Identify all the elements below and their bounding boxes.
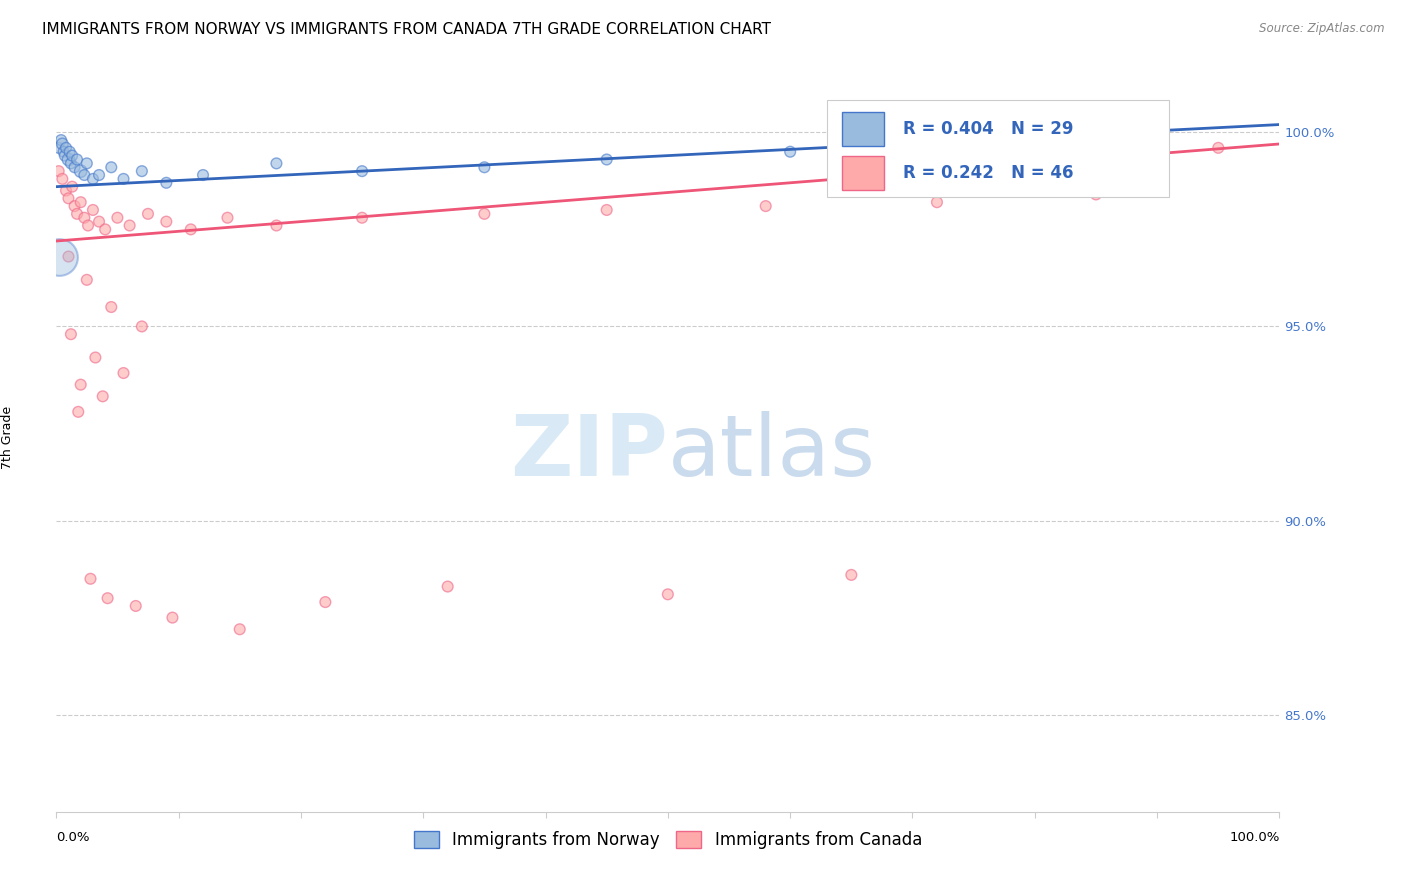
- Point: [91, 389, 114, 403]
- Point: [51, 136, 73, 151]
- Point: [84, 351, 107, 365]
- Point: [472, 161, 496, 175]
- Point: [162, 610, 184, 624]
- Point: [63, 199, 86, 213]
- Point: [59, 327, 82, 342]
- Point: [596, 153, 619, 167]
- Point: [58, 250, 80, 264]
- Point: [100, 161, 122, 175]
- Point: [925, 195, 948, 210]
- Point: [136, 207, 159, 221]
- Point: [1085, 187, 1108, 202]
- Point: [55, 141, 77, 155]
- Point: [155, 214, 177, 228]
- Point: [73, 211, 96, 225]
- Point: [352, 164, 374, 178]
- Point: [1206, 141, 1229, 155]
- Point: [82, 172, 104, 186]
- Point: [180, 222, 202, 236]
- Point: [125, 599, 148, 613]
- Point: [1146, 133, 1168, 147]
- Point: [59, 156, 82, 170]
- Point: [69, 164, 91, 178]
- Text: R = 0.242   N = 46: R = 0.242 N = 46: [903, 164, 1073, 182]
- Point: [155, 176, 177, 190]
- Point: [596, 202, 619, 217]
- Point: [228, 622, 252, 636]
- Text: IMMIGRANTS FROM NORWAY VS IMMIGRANTS FROM CANADA 7TH GRADE CORRELATION CHART: IMMIGRANTS FROM NORWAY VS IMMIGRANTS FRO…: [42, 22, 770, 37]
- Text: Source: ZipAtlas.com: Source: ZipAtlas.com: [1260, 22, 1385, 36]
- FancyBboxPatch shape: [842, 112, 884, 146]
- Point: [191, 168, 214, 182]
- Point: [76, 156, 98, 170]
- Point: [76, 273, 98, 287]
- Point: [755, 199, 778, 213]
- Point: [48, 141, 70, 155]
- Point: [49, 133, 72, 147]
- Point: [217, 211, 239, 225]
- Point: [266, 156, 288, 170]
- Point: [131, 164, 153, 178]
- Text: 100.0%: 100.0%: [1229, 831, 1279, 844]
- Text: 7th Grade: 7th Grade: [1, 406, 14, 468]
- Legend: Immigrants from Norway, Immigrants from Canada: Immigrants from Norway, Immigrants from …: [406, 824, 929, 855]
- Point: [79, 572, 101, 586]
- Point: [73, 168, 96, 182]
- Point: [82, 202, 104, 217]
- Point: [51, 172, 73, 186]
- Text: R = 0.404   N = 29: R = 0.404 N = 29: [903, 120, 1073, 138]
- Point: [314, 595, 336, 609]
- Point: [48, 250, 70, 264]
- Point: [60, 179, 83, 194]
- Point: [97, 591, 120, 606]
- Point: [60, 148, 83, 162]
- Point: [53, 148, 76, 162]
- Point: [266, 219, 288, 233]
- Point: [436, 580, 458, 594]
- Point: [87, 168, 110, 182]
- Point: [779, 145, 801, 159]
- Point: [77, 219, 100, 233]
- Point: [58, 153, 80, 167]
- Point: [94, 222, 117, 236]
- Point: [112, 172, 135, 186]
- Point: [112, 366, 135, 380]
- Point: [472, 207, 496, 221]
- Point: [55, 184, 77, 198]
- Point: [52, 145, 75, 159]
- Point: [87, 214, 110, 228]
- Point: [841, 568, 863, 582]
- Point: [100, 300, 122, 314]
- Point: [69, 377, 91, 392]
- Text: ZIP: ZIP: [510, 410, 668, 493]
- FancyBboxPatch shape: [842, 156, 884, 190]
- Point: [58, 191, 80, 205]
- Point: [352, 211, 374, 225]
- Point: [63, 161, 86, 175]
- Point: [66, 153, 89, 167]
- Point: [107, 211, 129, 225]
- Point: [69, 195, 91, 210]
- Point: [131, 319, 153, 334]
- Point: [66, 207, 89, 221]
- Point: [657, 587, 679, 601]
- FancyBboxPatch shape: [827, 100, 1170, 197]
- Point: [118, 219, 141, 233]
- Point: [59, 145, 82, 159]
- Point: [963, 141, 986, 155]
- Text: atlas: atlas: [668, 410, 876, 493]
- Point: [48, 164, 70, 178]
- Text: 0.0%: 0.0%: [56, 831, 90, 844]
- Point: [67, 405, 90, 419]
